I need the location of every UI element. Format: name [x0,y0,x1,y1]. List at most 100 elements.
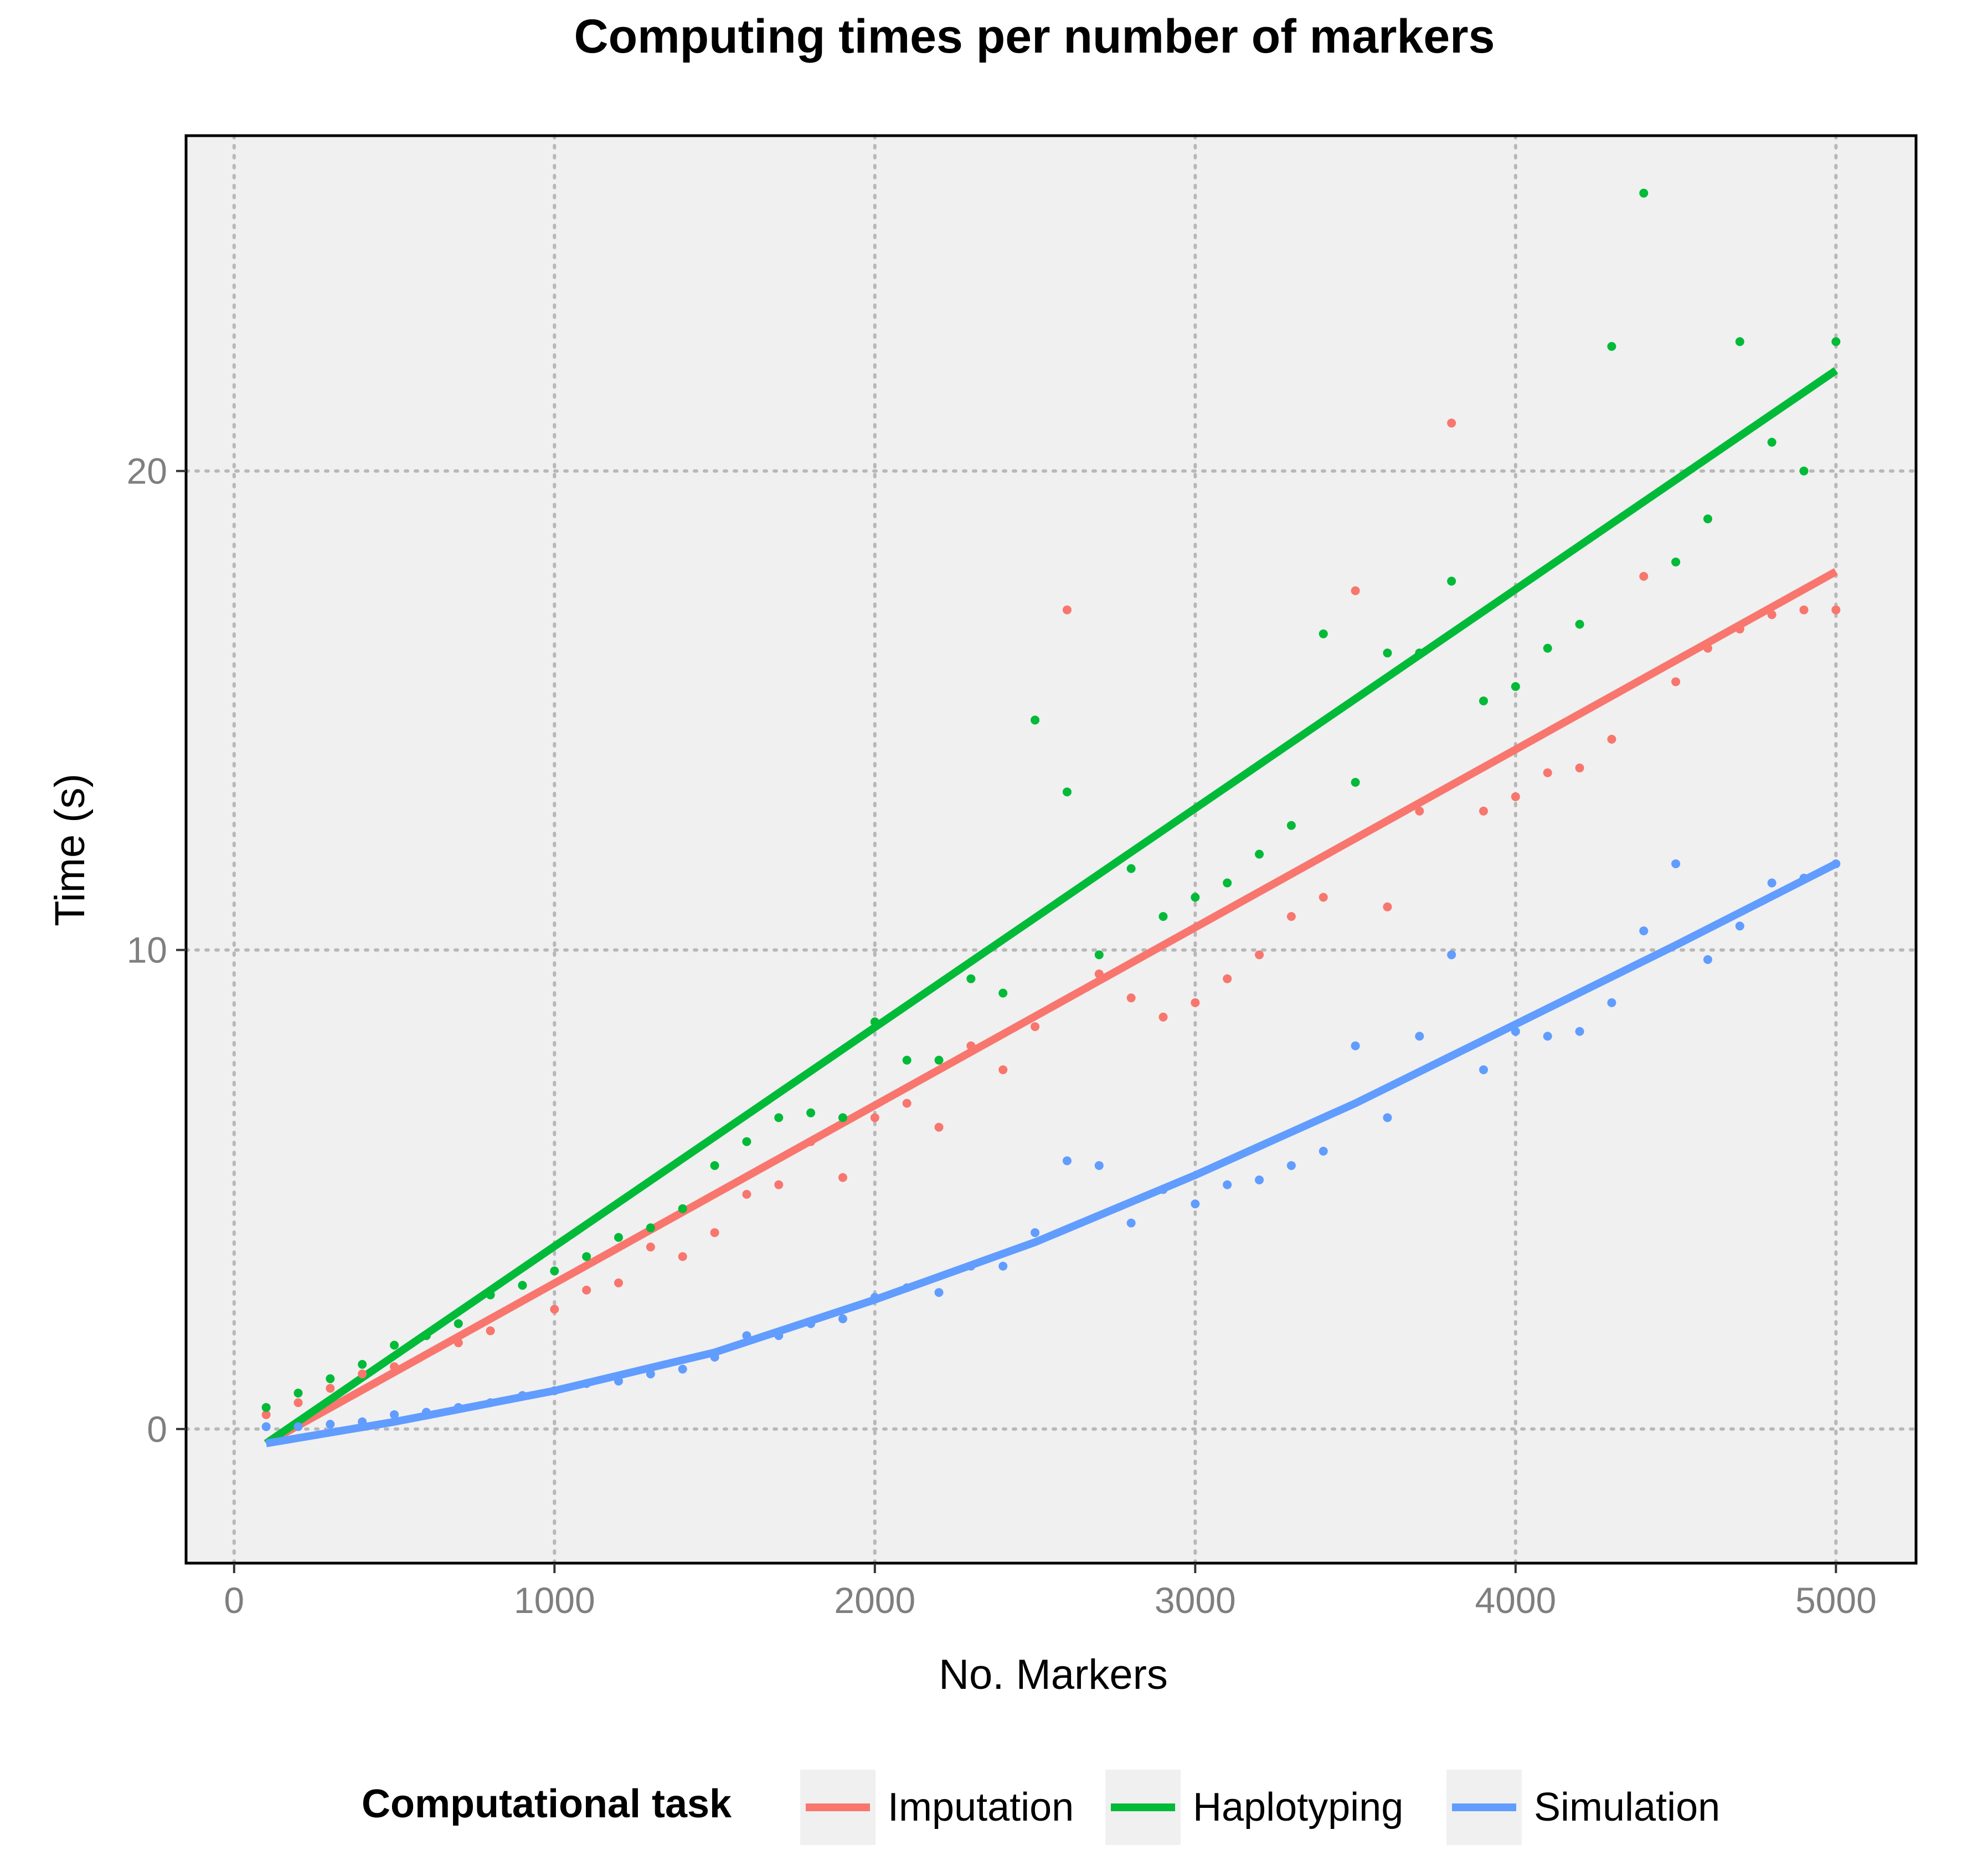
data-point [1799,873,1809,883]
data-point [1831,337,1841,346]
data-point [518,1281,527,1290]
data-point [1607,735,1616,744]
data-point [582,1252,591,1261]
data-point [1639,571,1649,581]
data-point [774,1180,784,1189]
data-point [1575,763,1584,772]
y-axis-title: Time (s) [47,774,94,926]
data-point [678,1204,687,1213]
data-point [1575,620,1584,629]
data-point [646,1369,655,1379]
data-point [261,1410,271,1419]
data-point [293,1388,303,1398]
points-haplotyping [261,188,1841,1412]
legend: Computational task Imputation Haplotyping… [362,1770,1720,1845]
data-point [646,1243,655,1252]
data-point [1351,1041,1360,1050]
x-tick-label: 4000 [1475,1580,1556,1621]
data-point [1607,998,1616,1007]
gridlines [184,134,1918,1565]
data-point [870,1113,879,1122]
data-point [742,1331,751,1341]
data-point [1799,466,1809,476]
data-point [966,1041,976,1050]
legend-label: Haplotyping [1193,1785,1403,1829]
data-point [1062,605,1072,615]
data-point [1062,787,1072,797]
data-point [1383,902,1392,911]
data-point [934,1055,944,1065]
data-point [966,1261,976,1271]
data-point [454,1403,463,1412]
y-tick-label: 10 [127,930,167,971]
points-simulation [261,859,1841,1431]
data-point [1575,1027,1584,1036]
data-point [774,1331,784,1341]
data-point [550,1266,559,1276]
data-point [1351,777,1360,787]
data-point [1447,419,1456,428]
data-point [1415,648,1424,658]
data-point [678,1364,687,1374]
data-point [1031,1228,1040,1238]
data-point [838,1314,847,1323]
data-point [1255,1175,1264,1184]
data-point [1671,677,1681,687]
data-point [1158,1185,1168,1194]
data-point [1158,1012,1168,1022]
x-tick-label: 1000 [514,1580,595,1621]
data-point [1286,912,1296,921]
data-point [454,1338,463,1348]
data-point [806,1137,816,1146]
data-point [742,1189,751,1199]
data-point [934,1122,944,1132]
plot-border [184,134,1918,1565]
data-point [326,1420,335,1429]
fit-line-imputation [264,568,1838,1447]
data-point [486,1326,495,1336]
data-point [1286,1161,1296,1170]
data-point [1767,610,1776,620]
legend-item-haplotyping: Haplotyping [1105,1770,1403,1845]
data-point [1799,605,1809,615]
fit-line-simulation [265,860,1838,1447]
data-point [998,988,1008,998]
x-axis-title: No. Markers [939,1651,1168,1698]
data-point [998,1065,1008,1074]
data-point [1319,1147,1328,1156]
data-point [646,1223,655,1233]
data-point [614,1377,623,1386]
data-point [806,1108,816,1117]
data-point [1126,993,1136,1003]
data-point [1767,437,1776,447]
data-point [870,1292,879,1302]
data-point [806,1319,816,1328]
data-point [902,1283,912,1292]
data-point [421,1408,431,1417]
data-point [1031,715,1040,725]
data-point [1383,648,1392,658]
data-point [934,1288,944,1297]
data-point [358,1417,367,1426]
fit-line-haplotyping [264,367,1839,1447]
data-point [710,1353,719,1362]
data-point [1703,955,1712,964]
data-point [1031,1022,1040,1032]
data-point [1735,921,1744,931]
plot-panel [186,136,1916,1563]
data-point [1735,625,1744,634]
data-point [293,1398,303,1408]
y-axis-ticks: 0 10 20 [127,451,186,1450]
data-point [1223,1180,1232,1189]
data-point [293,1422,303,1431]
x-axis-ticks: 0 1000 2000 3000 4000 5000 [224,1563,1877,1621]
data-point [1255,849,1264,859]
data-point [518,1391,527,1400]
data-point [1543,768,1552,777]
data-point [1735,337,1744,346]
data-point [261,1422,271,1431]
x-tick-label: 0 [224,1580,244,1621]
data-point [550,1305,559,1314]
data-point [1479,696,1488,705]
